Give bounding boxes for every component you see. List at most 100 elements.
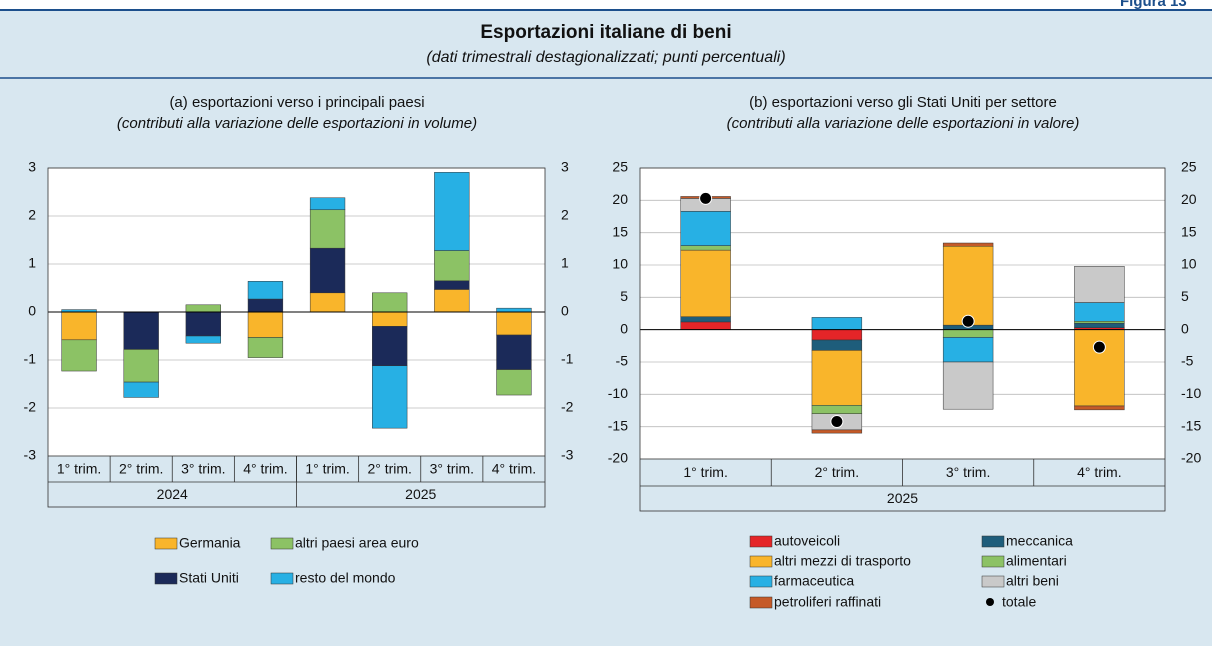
bar-segment (811, 317, 863, 330)
legend-dot (986, 598, 994, 606)
y2-tick-label: -20 (1181, 450, 1201, 466)
bar-segment (309, 247, 346, 294)
y-tick-label: 20 (612, 191, 628, 207)
group-label: 2024 (157, 486, 188, 502)
total-dot (961, 314, 975, 328)
legend-label: altri paesi area euro (295, 535, 419, 551)
total-dot (699, 191, 713, 205)
legend-label: alimentari (1006, 553, 1067, 569)
y-tick-label: 0 (28, 303, 36, 319)
legend-swatch (749, 535, 773, 548)
y-tick-label: -5 (616, 353, 629, 369)
y2-tick-label: -10 (1181, 385, 1201, 401)
y2-tick-label: -1 (561, 351, 574, 367)
x-tick-label: 4° trim. (1077, 464, 1122, 480)
bar-segment (185, 311, 221, 337)
y-tick-label: -20 (608, 450, 628, 466)
bar-segment (247, 311, 284, 338)
bar-segment (372, 292, 408, 313)
bar-segment (942, 337, 994, 363)
y2-tick-label: 15 (1181, 223, 1197, 239)
y-tick-label: 5 (620, 288, 628, 304)
bar-segment (123, 349, 159, 383)
bar-segment (942, 329, 994, 338)
bar-segment (309, 209, 346, 249)
panel-title: (a) esportazioni verso i principali paes… (169, 94, 424, 111)
title: Esportazioni italiane di beni (480, 22, 731, 43)
legend-swatch (981, 535, 1005, 548)
bar-segment (811, 405, 863, 414)
legend-label: altri beni (1006, 573, 1059, 589)
bar-segment (185, 335, 221, 344)
bar-segment (496, 311, 532, 336)
bar-segment (434, 289, 470, 313)
bar-segment (372, 311, 408, 327)
bar-segment (61, 311, 97, 341)
bar-segment (496, 334, 532, 370)
y-tick-label: -10 (608, 385, 628, 401)
bar-segment (247, 298, 284, 313)
y-tick-label: -2 (24, 399, 37, 415)
bar-segment (680, 245, 731, 251)
legend-swatch (270, 572, 294, 585)
y2-tick-label: -3 (561, 447, 574, 463)
legend-label: altri mezzi di trasporto (774, 553, 911, 569)
x-tick-label: 1° trim. (683, 464, 728, 480)
bar-segment (185, 304, 221, 313)
y2-tick-label: -5 (1181, 353, 1194, 369)
figure-label: Figura 13 (1120, 0, 1187, 10)
bar-segment (811, 350, 863, 406)
bar-segment (680, 321, 731, 330)
y2-tick-label: 3 (561, 159, 569, 175)
group-label: 2025 (887, 490, 918, 506)
y-tick-label: 3 (28, 159, 36, 175)
y2-tick-label: -2 (561, 399, 574, 415)
y-tick-label: -15 (608, 417, 628, 433)
bar-segment (811, 329, 863, 341)
bar-segment (811, 339, 863, 351)
y2-tick-label: 10 (1181, 256, 1197, 272)
bar-segment (123, 311, 159, 350)
legend-swatch (154, 572, 178, 585)
y2-tick-label: -15 (1181, 417, 1201, 433)
y-tick-label: 15 (612, 223, 628, 239)
x-tick-label: 3° trim. (946, 464, 991, 480)
bar-segment (1074, 322, 1125, 328)
bar-segment (942, 361, 994, 410)
legend-label: farmaceutica (774, 573, 854, 589)
y-tick-label: 2 (28, 207, 36, 223)
x-tick-label: 4° trim. (243, 461, 288, 477)
x-tick-label: 2° trim. (119, 461, 164, 477)
legend-label: meccanica (1006, 533, 1073, 549)
y-tick-label: 0 (620, 320, 628, 336)
y-tick-label: 10 (612, 256, 628, 272)
y2-tick-label: 5 (1181, 288, 1189, 304)
legend-swatch (981, 575, 1005, 588)
y2-tick-label: 0 (561, 303, 569, 319)
legend-swatch (270, 537, 294, 550)
y-tick-label: -1 (24, 351, 37, 367)
bar-segment (434, 250, 470, 282)
bar-segment (1074, 405, 1125, 411)
x-tick-label: 1° trim. (57, 461, 102, 477)
panel-subtitle: (contributi alla variazione delle esport… (727, 115, 1080, 132)
legend-label: autoveicoli (774, 533, 840, 549)
y2-tick-label: 2 (561, 207, 569, 223)
legend-label: resto del mondo (295, 570, 396, 586)
bar-segment (434, 172, 470, 251)
y2-tick-label: 20 (1181, 191, 1197, 207)
x-tick-label: 4° trim. (492, 461, 537, 477)
total-dot (830, 414, 844, 428)
bar-segment (247, 281, 284, 300)
legend-swatch (154, 537, 178, 550)
bar-segment (372, 365, 408, 429)
bar-segment (942, 242, 994, 247)
bar-segment (123, 381, 159, 398)
bar-segment (680, 211, 731, 246)
legend-swatch (749, 555, 773, 568)
bar-segment (61, 339, 97, 372)
bar-segment (496, 369, 532, 396)
y2-tick-label: 0 (1181, 320, 1189, 336)
bar-segment (309, 292, 346, 313)
bar-segment (496, 307, 532, 313)
